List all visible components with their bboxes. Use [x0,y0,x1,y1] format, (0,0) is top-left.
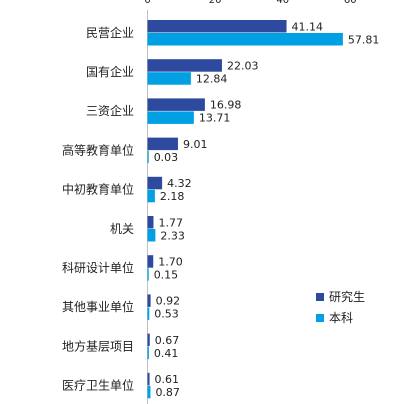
bar-graduate [147,59,222,72]
bar-undergraduate [147,33,343,46]
legend-label: 本科 [329,311,353,325]
value-label: 0.61 [155,373,180,386]
value-label: 2.18 [160,190,185,203]
value-label: 9.01 [183,138,208,151]
bar-graduate [147,20,287,33]
bar-undergraduate [147,150,149,164]
bar-undergraduate [147,72,191,85]
bar-undergraduate [147,268,149,281]
bar-undergraduate [147,229,156,242]
value-label: 0.41 [154,347,179,360]
value-label: 1.77 [158,216,183,229]
category-labels: 民营企业国有企业三资企业高等教育单位中初教育单位机关科研设计单位其他事业单位地方… [62,25,134,393]
bar-graduate [147,216,154,229]
category-label: 民营企业 [86,25,134,40]
x-axis-ticks: 0 20 40 60 [144,0,356,6]
value-label: 0.87 [155,386,180,399]
category-label: 科研设计单位 [62,260,134,275]
value-label: 22.03 [227,59,259,72]
value-label: 0.67 [155,334,180,347]
value-label: 13.71 [199,112,231,125]
value-label: 57.81 [348,33,380,46]
bar-graduate [147,137,178,151]
bar-undergraduate [147,385,151,399]
value-label: 16.98 [210,99,242,112]
x-tick-label: 40 [276,0,289,6]
value-label: 4.32 [167,177,192,190]
bar-series [147,20,343,399]
x-tick-label: 0 [144,0,150,6]
value-label: 0.53 [154,308,179,321]
bar-undergraduate [147,189,155,203]
category-label: 医疗卫生单位 [62,378,134,393]
category-label: 其他事业单位 [62,299,134,314]
bar-graduate [147,255,154,268]
value-label: 0.03 [154,151,179,164]
bar-graduate [147,372,150,386]
value-label: 0.15 [154,268,179,281]
category-label: 三资企业 [86,103,134,118]
bar-graduate [147,176,163,190]
value-label: 12.84 [196,72,228,85]
category-label: 高等教育单位 [62,142,134,157]
bar-graduate [147,294,151,307]
value-label: 2.33 [160,229,185,242]
bar-graduate [147,98,205,111]
value-label: 0.92 [156,295,181,308]
bar-undergraduate [147,307,150,320]
legend-label: 研究生 [329,289,365,304]
legend-swatch [316,314,324,322]
bar-undergraduate [147,346,149,360]
x-tick-label: 20 [209,0,222,6]
category-label: 国有企业 [86,64,134,79]
bar-graduate [147,333,150,347]
bar-undergraduate [147,111,194,124]
value-label: 1.70 [158,255,183,268]
legend-swatch [316,293,324,301]
category-label: 地方基层项目 [62,338,134,353]
category-label: 中初教育单位 [62,182,134,197]
value-label: 41.14 [292,20,324,33]
category-label: 机关 [110,222,134,236]
x-tick-label: 60 [344,0,357,6]
